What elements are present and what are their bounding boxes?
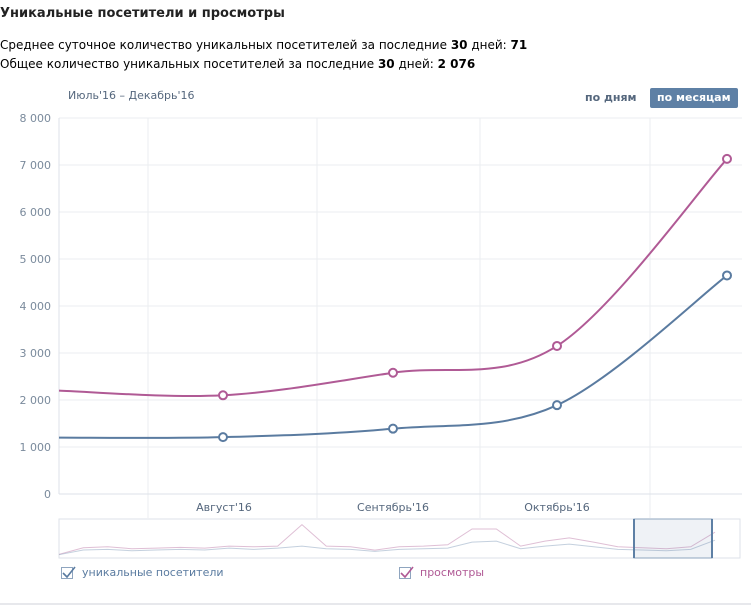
bottom-divider — [0, 603, 751, 605]
checkmark-icon — [400, 566, 414, 578]
y-tick-label: 8 000 — [20, 112, 52, 125]
data-point-views[interactable] — [388, 367, 398, 378]
by-days-button[interactable]: по дням — [585, 91, 637, 104]
y-tick-label: 2 000 — [20, 394, 52, 407]
data-point-views[interactable] — [722, 153, 732, 164]
legend-unique-visitors[interactable]: уникальные посетители — [61, 566, 224, 579]
page-title: Уникальные посетители и просмотры — [0, 6, 285, 21]
avg-daily-visitors: Среднее суточное количество уникальных п… — [0, 38, 528, 52]
data-point-views[interactable] — [218, 390, 228, 401]
legend-views[interactable]: просмотры — [399, 566, 484, 579]
data-point-unique[interactable] — [552, 400, 562, 411]
y-tick-label: 4 000 — [20, 300, 52, 313]
series-line-unique — [58, 274, 728, 439]
x-tick-label: Август'16 — [196, 501, 252, 514]
y-tick-label: 6 000 — [20, 206, 52, 219]
y-tick-label: 3 000 — [20, 347, 52, 360]
y-tick-label: 7 000 — [20, 159, 52, 172]
checkmark-icon — [62, 566, 76, 578]
data-point-unique[interactable] — [388, 423, 398, 434]
total-unique-visitors: Общее количество уникальных посетителей … — [0, 57, 476, 71]
navigator-line-unique — [58, 539, 716, 556]
checkbox-unique-visitors[interactable] — [61, 566, 76, 579]
x-tick-label: Сентябрь'16 — [357, 501, 429, 514]
y-tick-label: 0 — [44, 488, 51, 501]
legend-unique-label: уникальные посетители — [82, 566, 224, 579]
navigator-selection[interactable] — [633, 518, 713, 559]
data-point-views[interactable] — [552, 340, 562, 351]
series-line-views — [58, 158, 728, 398]
navigator-frame — [58, 518, 741, 559]
by-months-button[interactable]: по месяцам — [650, 88, 738, 108]
x-tick-label: Октябрь'16 — [524, 501, 590, 514]
y-tick-label: 5 000 — [20, 253, 52, 266]
checkbox-views[interactable] — [399, 566, 414, 579]
navigator-line-views — [58, 523, 716, 555]
date-range-label: Июль'16 – Декабрь'16 — [68, 89, 195, 102]
y-tick-label: 1 000 — [20, 441, 52, 454]
data-point-unique[interactable] — [722, 270, 732, 281]
legend-views-label: просмотры — [420, 566, 485, 579]
data-point-unique[interactable] — [218, 432, 228, 443]
